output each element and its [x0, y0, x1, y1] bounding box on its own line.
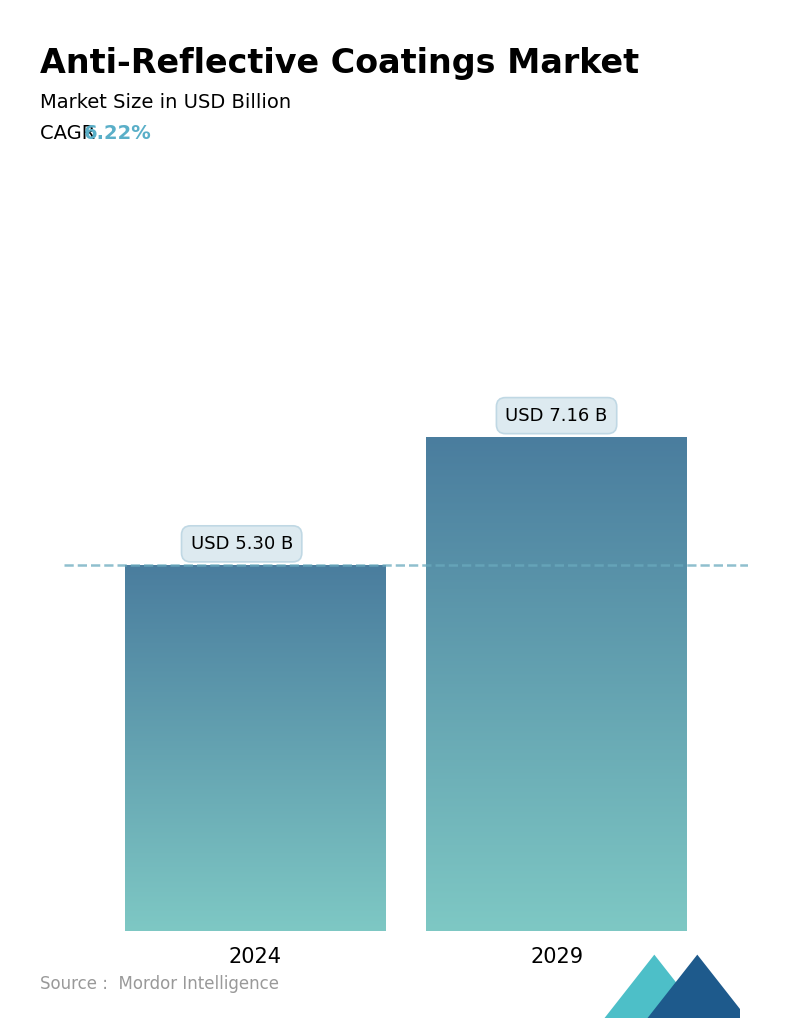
Text: 6.22%: 6.22% [84, 124, 151, 143]
Text: USD 7.16 B: USD 7.16 B [505, 406, 607, 425]
Polygon shape [604, 954, 704, 1018]
Text: Anti-Reflective Coatings Market: Anti-Reflective Coatings Market [40, 47, 639, 80]
Text: CAGR: CAGR [40, 124, 101, 143]
Text: Source :  Mordor Intelligence: Source : Mordor Intelligence [40, 975, 279, 993]
Polygon shape [647, 954, 747, 1018]
Text: USD 5.30 B: USD 5.30 B [190, 535, 293, 553]
Text: Market Size in USD Billion: Market Size in USD Billion [40, 93, 291, 112]
